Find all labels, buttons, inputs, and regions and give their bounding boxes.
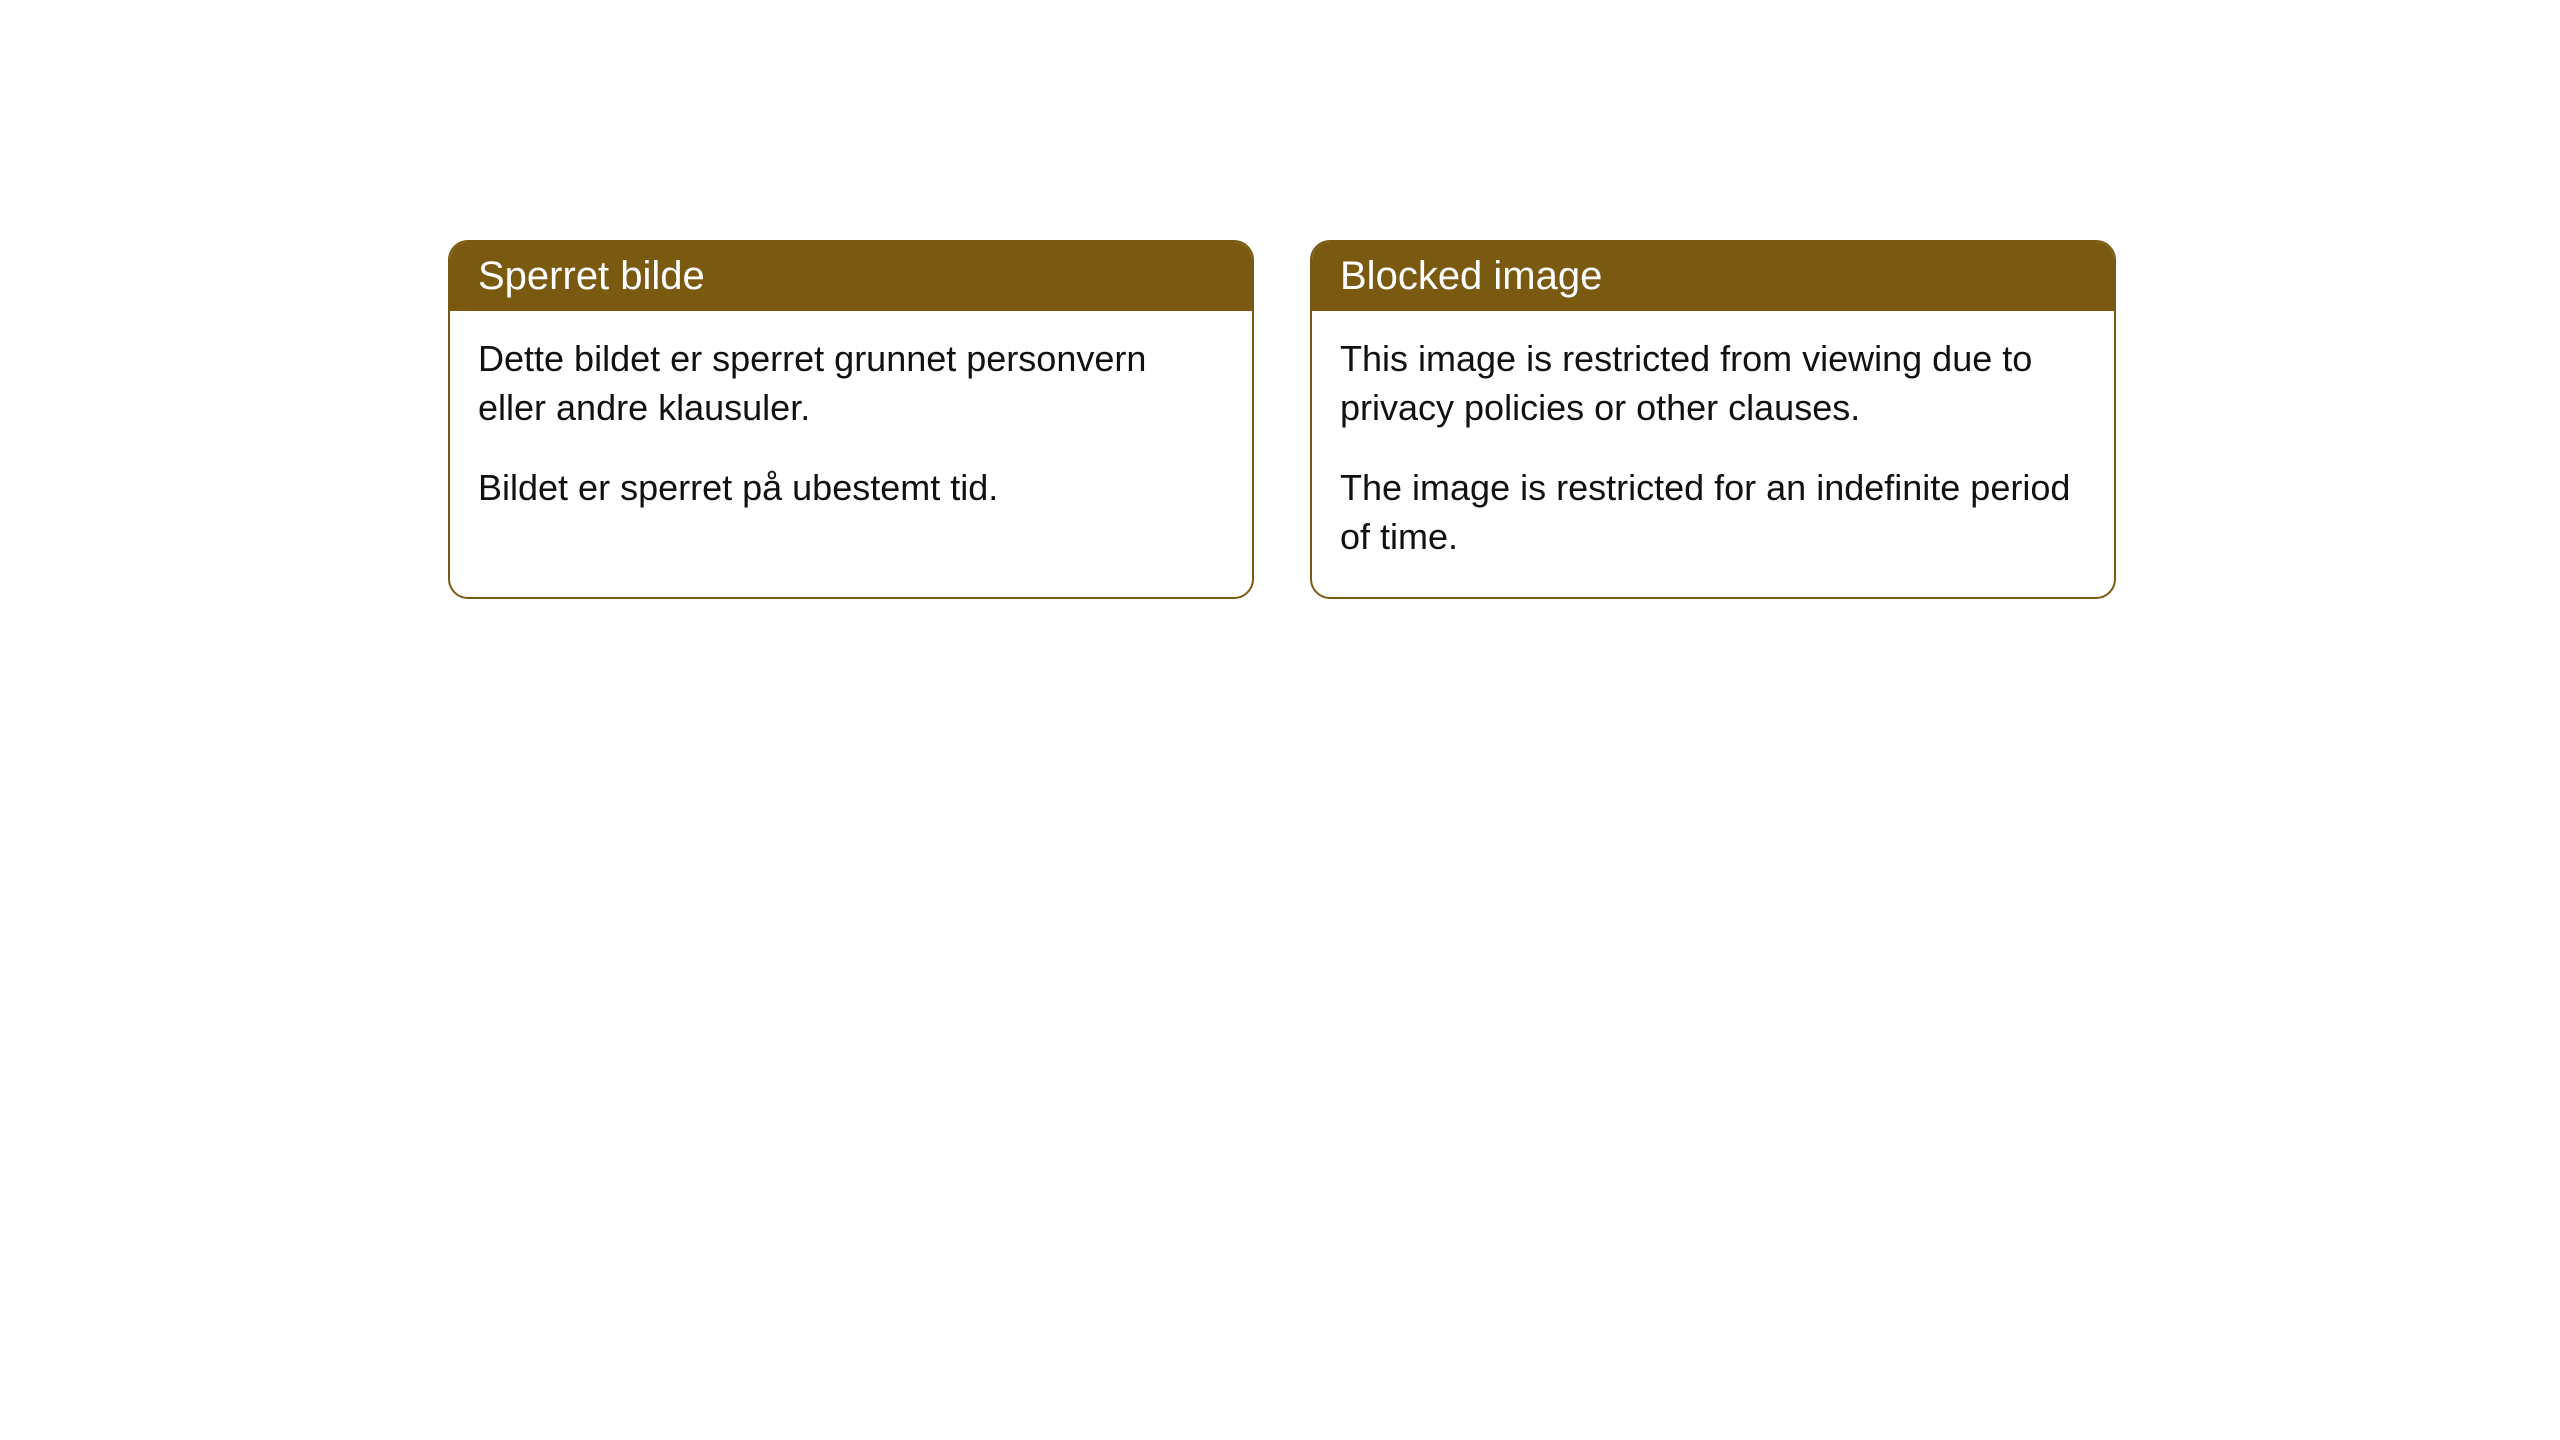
card-paragraph: The image is restricted for an indefinit… bbox=[1340, 464, 2086, 561]
notice-container: Sperret bilde Dette bildet er sperret gr… bbox=[0, 0, 2560, 599]
card-body: Dette bildet er sperret grunnet personve… bbox=[450, 311, 1252, 549]
card-paragraph: Dette bildet er sperret grunnet personve… bbox=[478, 335, 1224, 432]
card-paragraph: This image is restricted from viewing du… bbox=[1340, 335, 2086, 432]
card-paragraph: Bildet er sperret på ubestemt tid. bbox=[478, 464, 1224, 513]
card-header: Blocked image bbox=[1312, 242, 2114, 311]
card-body: This image is restricted from viewing du… bbox=[1312, 311, 2114, 597]
card-title: Sperret bilde bbox=[478, 254, 705, 298]
blocked-image-card-english: Blocked image This image is restricted f… bbox=[1310, 240, 2116, 599]
card-title: Blocked image bbox=[1340, 254, 1602, 298]
blocked-image-card-norwegian: Sperret bilde Dette bildet er sperret gr… bbox=[448, 240, 1254, 599]
card-header: Sperret bilde bbox=[450, 242, 1252, 311]
